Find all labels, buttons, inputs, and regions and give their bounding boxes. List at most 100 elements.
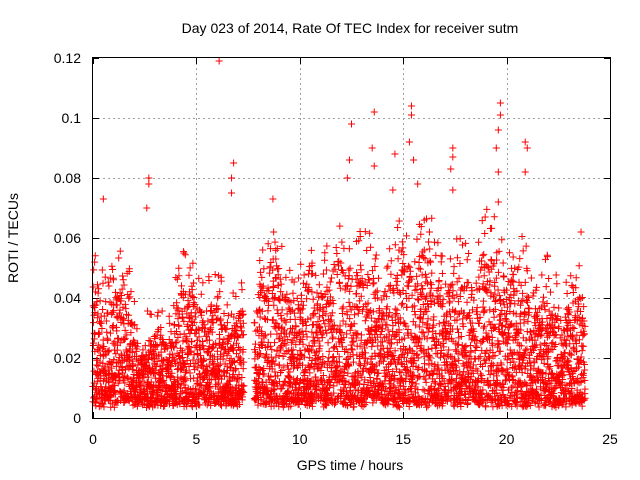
- data-point: [458, 241, 466, 249]
- data-point: [155, 352, 163, 360]
- data-point: [202, 366, 210, 374]
- data-point: [198, 308, 206, 316]
- data-point: [107, 396, 115, 404]
- data-point: [228, 189, 236, 197]
- data-point: [320, 316, 328, 324]
- data-point: [570, 324, 578, 332]
- data-point: [109, 308, 117, 316]
- data-point: [187, 347, 195, 355]
- data-point: [200, 321, 208, 329]
- data-point: [384, 337, 392, 345]
- data-point: [208, 344, 216, 352]
- data-point: [391, 305, 399, 313]
- y-tick-label: 0.04: [54, 290, 81, 306]
- data-point: [178, 365, 186, 373]
- data-point: [191, 359, 199, 367]
- data-point: [541, 340, 549, 348]
- data-point: [120, 387, 128, 395]
- data-point: [230, 159, 238, 167]
- data-point: [129, 362, 137, 370]
- data-point: [121, 366, 129, 374]
- data-point: [97, 319, 105, 327]
- data-point: [370, 108, 378, 116]
- data-point: [414, 180, 422, 188]
- data-point: [183, 310, 191, 318]
- data-point: [415, 264, 423, 272]
- data-point: [300, 271, 308, 279]
- data-point: [538, 271, 546, 279]
- data-point: [183, 357, 191, 365]
- data-point: [449, 144, 457, 152]
- data-point: [251, 319, 259, 327]
- data-point: [282, 273, 290, 281]
- data-point: [498, 236, 506, 244]
- data-point: [272, 246, 280, 254]
- data-point: [99, 279, 107, 287]
- data-point: [368, 343, 376, 351]
- data-point: [219, 341, 227, 349]
- data-point: [411, 258, 419, 266]
- data-point: [89, 319, 97, 327]
- data-point: [151, 335, 159, 343]
- data-point: [183, 335, 191, 343]
- data-point: [393, 306, 401, 314]
- data-point: [168, 369, 176, 377]
- data-point: [132, 384, 140, 392]
- data-point: [413, 285, 421, 293]
- y-tick-label: 0: [73, 410, 81, 426]
- data-point: [126, 293, 134, 301]
- data-point: [475, 238, 483, 246]
- data-point: [211, 270, 219, 278]
- data-point: [226, 383, 234, 391]
- data-point: [435, 277, 443, 285]
- data-point: [223, 319, 231, 327]
- data-point: [387, 257, 395, 265]
- data-point: [122, 305, 130, 313]
- data-point: [186, 264, 194, 272]
- data-point: [438, 270, 446, 278]
- data-point: [90, 266, 98, 274]
- data-point: [277, 346, 285, 354]
- data-point: [520, 319, 528, 327]
- data-point: [154, 308, 162, 316]
- data-point: [494, 126, 502, 134]
- data-point: [455, 356, 463, 364]
- data-point: [131, 338, 139, 346]
- data-point: [216, 335, 224, 343]
- data-point: [462, 239, 470, 247]
- data-point: [309, 270, 317, 278]
- data-point: [398, 238, 406, 246]
- data-point: [189, 259, 197, 267]
- data-point: [578, 347, 586, 355]
- data-point: [362, 354, 370, 362]
- data-point: [109, 265, 117, 273]
- data-point: [492, 144, 500, 152]
- x-tick-label: 10: [292, 431, 308, 447]
- data-point: [205, 348, 213, 356]
- data-point: [191, 366, 199, 374]
- data-point: [173, 327, 181, 335]
- data-point: [199, 279, 207, 287]
- data-point: [213, 305, 221, 313]
- data-point: [110, 403, 118, 411]
- data-point: [500, 273, 508, 281]
- data-point: [162, 355, 170, 363]
- data-point: [98, 324, 106, 332]
- data-point: [96, 297, 104, 305]
- data-point: [228, 174, 236, 182]
- data-point: [119, 316, 127, 324]
- data-point: [176, 330, 184, 338]
- data-point: [207, 306, 215, 314]
- data-point: [456, 292, 464, 300]
- data-point: [182, 336, 190, 344]
- data-point: [545, 307, 553, 315]
- data-point: [116, 387, 124, 395]
- data-point: [371, 255, 379, 263]
- data-point: [131, 321, 139, 329]
- data-point: [408, 291, 416, 299]
- data-point: [581, 385, 589, 393]
- data-point: [216, 288, 224, 296]
- data-point: [417, 230, 425, 238]
- data-point: [383, 264, 391, 272]
- data-point: [370, 162, 378, 170]
